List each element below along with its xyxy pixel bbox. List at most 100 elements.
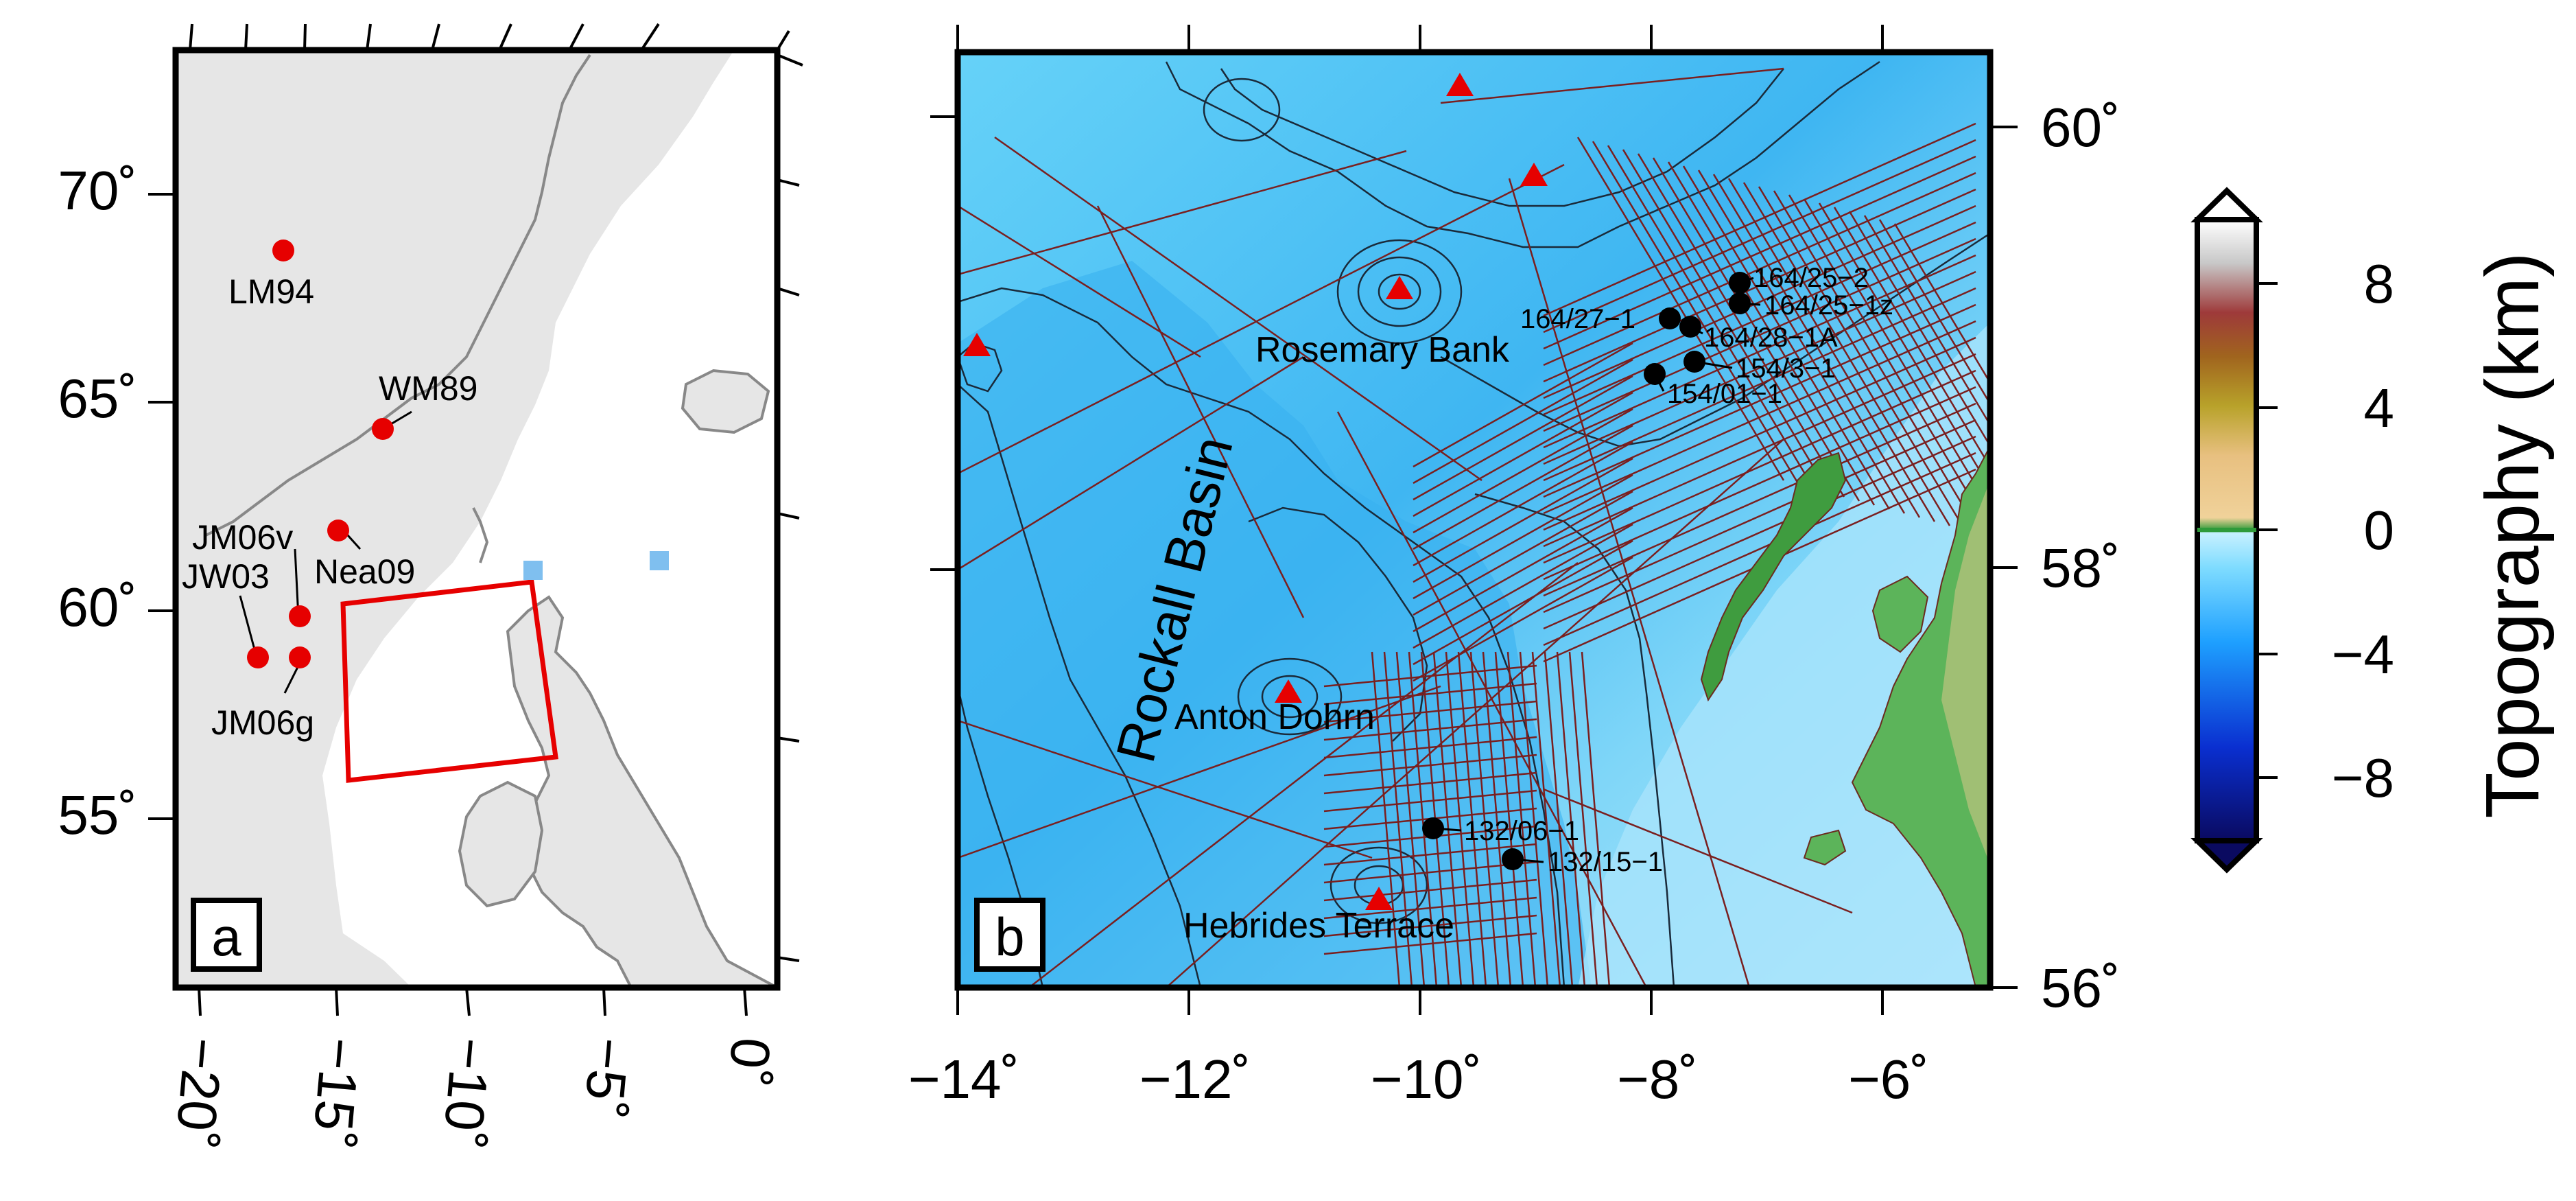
- seismic-track: [1543, 369, 1976, 564]
- seismic-track: [1413, 506, 1633, 633]
- panel-b-lat-tick-56: 56˚: [2041, 957, 2120, 1018]
- panel-b-lat-tick-58: 58˚: [2041, 537, 2120, 598]
- panel-a-lat-tick-55: 55˚: [58, 784, 137, 846]
- panel-a-greenland-coast: [205, 54, 591, 537]
- volcano-1: [1446, 73, 1474, 96]
- site-label-JW03: JW03: [182, 557, 270, 596]
- panel-b-frame: [954, 49, 1994, 991]
- site-label-Nea09: Nea09: [314, 552, 415, 591]
- seismic-track: [1543, 386, 1976, 581]
- panel-a-lon-tick-0: 0˚: [717, 1036, 782, 1090]
- well-label-164-28-1A: 164/28−1A: [1704, 323, 1838, 353]
- site-square-1: [523, 561, 543, 580]
- seismic-track: [1543, 205, 1976, 399]
- seismic-track: [994, 136, 1482, 482]
- panel-a-lat-tick-60: 60˚: [58, 576, 137, 638]
- well-label-154-01-1: 154/01−1: [1667, 379, 1782, 409]
- site-JW03: [247, 646, 269, 668]
- seismic-track: [1323, 861, 1537, 884]
- volcano-4: [963, 333, 991, 356]
- seismic-track: [1543, 303, 1976, 498]
- seismic-track: [1323, 932, 1537, 955]
- well-label-154-3-1: 154/3−1: [1736, 353, 1836, 384]
- panel-a-lon-tick-m20: −20˚: [164, 1036, 235, 1152]
- panel-a-lat-tick-65: 65˚: [58, 368, 137, 429]
- rockall-basin-deep: [958, 261, 1592, 988]
- seismic-track: [958, 355, 1304, 571]
- panel-b-lon-tick-m10: −10˚: [1371, 1049, 1482, 1110]
- seismic-track: [1581, 651, 1611, 988]
- seismic-track: [1494, 651, 1524, 988]
- seismic-track: [1323, 878, 1537, 902]
- seismic-track: [1637, 153, 1845, 498]
- seismic-track: [1543, 336, 1976, 531]
- seismic-track: [1445, 651, 1475, 988]
- seismic-track: [1556, 651, 1586, 988]
- site-label-JM06v: JM06v: [192, 518, 293, 557]
- seismic-track: [958, 150, 1407, 276]
- seismic-track: [958, 205, 1201, 358]
- seismic-track: [1543, 287, 1976, 482]
- seismic-track: [1531, 651, 1561, 988]
- well-labels: 164/25−2 164/25−1z 164/27−1 164/28−1A 15…: [1464, 263, 1893, 877]
- well-label-164-25-2: 164/25−2: [1753, 263, 1869, 293]
- seismic-track: [1323, 700, 1537, 723]
- volcano-6: [1365, 887, 1393, 910]
- seismic-track: [1607, 145, 1815, 489]
- seismic-track: [1543, 237, 1976, 432]
- panel-b-lon-tick-m12: −12˚: [1139, 1049, 1251, 1110]
- seismic-track: [1395, 651, 1426, 988]
- seismic-track: [1371, 651, 1401, 988]
- colorbar-tick-8: 8: [2364, 253, 2395, 314]
- islay-mull: [1803, 829, 1847, 866]
- skye: [1871, 575, 1929, 653]
- seismic-track: [1323, 843, 1537, 866]
- seismic-track: [1413, 457, 1633, 583]
- well-label-132-15-1: 132/15−1: [1548, 847, 1663, 877]
- seismic-track: [1727, 178, 1936, 522]
- seismic-track: [1543, 122, 1976, 317]
- panel-b-ticks: [930, 25, 2018, 1015]
- panel-b-lat-tick-60: 60˚: [2041, 97, 2120, 158]
- panel-a-frame-ticks: [189, 23, 803, 962]
- panel-b-label-box: [974, 898, 1045, 972]
- colorbar-title: Topography (km): [2470, 252, 2555, 818]
- colorbar-tick-m8: −8: [2332, 747, 2394, 808]
- seismic-track: [1323, 754, 1537, 777]
- colorbar-bottom-arrow: [2190, 838, 2263, 874]
- volcano-2: [1520, 163, 1548, 186]
- panel-b: 164/25−2 164/25−1z 164/27−1 164/28−1A 15…: [908, 25, 2120, 1110]
- seismic-track: [1323, 664, 1537, 688]
- seismic-track: [1323, 896, 1537, 920]
- site-label-WM89: WM89: [379, 369, 477, 408]
- colorbar-top-arrow: [2190, 187, 2263, 222]
- site-square-2: [650, 551, 669, 570]
- seismic-track: [1543, 221, 1976, 416]
- seismic-track: [1323, 718, 1537, 741]
- seismic-track: [1413, 441, 1633, 567]
- seismic-track: [1383, 651, 1413, 988]
- seismic-track: [1543, 353, 1976, 548]
- volcano-3: [1386, 276, 1413, 299]
- panel-b-label: b: [995, 907, 1024, 967]
- volcano-5: [1275, 679, 1302, 703]
- wells: [1422, 272, 1761, 870]
- seismic-track: [1096, 205, 1305, 618]
- site-JM06v: [289, 605, 311, 627]
- feature-label-hebrides-terrace: Hebrides Terrace: [1183, 906, 1454, 946]
- seismic-track: [1336, 411, 1648, 988]
- site-Nea09: [327, 520, 349, 541]
- bathymetry-contours: [958, 60, 1990, 988]
- seismic-track: [1413, 490, 1633, 616]
- seismic-track: [1543, 435, 1976, 630]
- panel-a-lat-ticks: 70˚ 65˚ 60˚ 55˚: [58, 160, 176, 846]
- seismic-track: [1833, 207, 1990, 469]
- panel-a-uk: [506, 595, 777, 988]
- feature-label-rosemary-bank: Rosemary Bank: [1255, 330, 1510, 370]
- seismic-track: [1413, 391, 1633, 517]
- seismic-track: [958, 685, 1441, 859]
- seismic-track: [1543, 419, 1976, 614]
- seismic-track: [1543, 402, 1976, 597]
- seismic-track: [1413, 474, 1633, 600]
